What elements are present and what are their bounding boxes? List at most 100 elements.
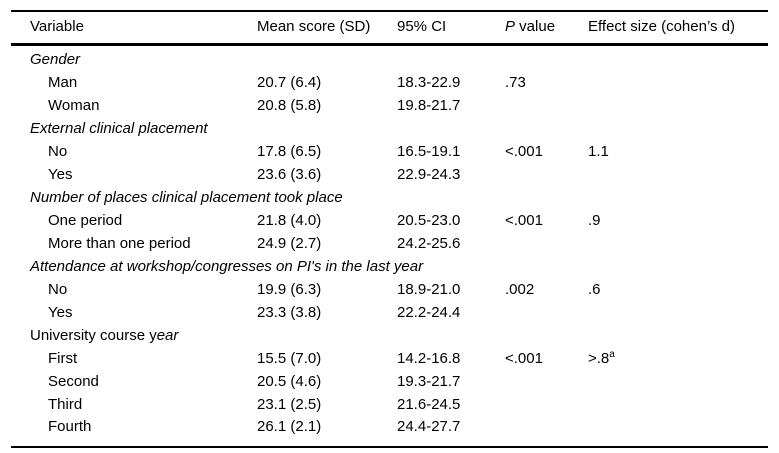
ci-cell: 18.3-22.9 xyxy=(397,73,461,91)
group-label: Gender xyxy=(11,45,768,71)
table-row-more-than-one-period: More than one period 24.9 (2.7) 24.2-25.… xyxy=(11,232,768,255)
mean-sd-cell: 15.5 (7.0) xyxy=(257,349,322,367)
col-header-effect-size: Effect size (cohen’s d) xyxy=(588,11,768,46)
mean-sd-cell: 20.7 (6.4) xyxy=(257,73,322,91)
group-header-gender: Gender xyxy=(11,45,768,71)
group-label-italic: Number of places clinical placement took… xyxy=(30,188,343,206)
col-header-p-value: P value xyxy=(505,11,588,46)
group-header-university-course-year: University course year xyxy=(11,324,768,347)
mean-sd-cell: 23.1 (2.5) xyxy=(257,395,322,413)
ci-cell: 16.5-19.1 xyxy=(397,142,461,160)
col-header-ci: 95% CI xyxy=(397,11,505,46)
table-row-third-year: Third 23.1 (2.5) 21.6-24.5 xyxy=(11,393,768,416)
effect-size-value: >.8 xyxy=(588,349,610,367)
p-value-cell xyxy=(505,416,588,447)
table-row-first-year: First 15.5 (7.0) 14.2-16.8 <.001 >.8a xyxy=(11,347,768,370)
group-header-external-clinical-placement: External clinical placement xyxy=(11,117,768,140)
p-header-rest: value xyxy=(515,18,556,35)
effect-size-cell xyxy=(588,416,768,447)
effect-size-cell xyxy=(588,301,768,324)
p-value-cell: <.001 xyxy=(505,349,543,367)
header-row: Variable Mean score (SD) 95% CI P value … xyxy=(11,11,768,46)
col-header-mean-sd: Mean score (SD) xyxy=(257,11,397,46)
effect-size-cell xyxy=(588,232,768,255)
variable-cell: Third xyxy=(48,395,83,413)
variable-cell: One period xyxy=(48,211,123,229)
variable-cell: Fourth xyxy=(48,418,92,435)
table-row-man: Man 20.7 (6.4) 18.3-22.9 .73 xyxy=(11,71,768,94)
table-row-attendance-no: No 19.9 (6.3) 18.9-21.0 .002 .6 xyxy=(11,278,768,301)
mean-sd-cell: 21.8 (4.0) xyxy=(257,211,322,229)
effect-size-cell xyxy=(588,94,768,117)
effect-size-cell: >.8a xyxy=(588,347,768,370)
table-row-fourth-year: Fourth 26.1 (2.1) 24.4-27.7 xyxy=(11,416,768,447)
effect-size-value: .9 xyxy=(588,211,601,229)
p-value-cell xyxy=(505,94,588,117)
p-value-cell: <.001 xyxy=(505,142,543,160)
effect-size-value: .6 xyxy=(588,280,601,298)
p-value-cell xyxy=(505,232,588,255)
ci-cell: 24.2-25.6 xyxy=(397,234,461,252)
effect-size-cell: 1.1 xyxy=(588,140,768,163)
p-value-cell: .73 xyxy=(505,73,526,91)
mean-sd-cell: 24.9 (2.7) xyxy=(257,234,322,252)
effect-size-value: 1.1 xyxy=(588,142,609,160)
statistics-table: Variable Mean score (SD) 95% CI P value … xyxy=(11,10,768,448)
ci-cell: 14.2-16.8 xyxy=(397,349,461,367)
p-value-cell xyxy=(505,370,588,393)
p-value-cell: .002 xyxy=(505,280,535,298)
group-header-number-of-places: Number of places clinical placement took… xyxy=(11,186,768,209)
effect-size-cell xyxy=(588,163,768,186)
ci-cell: 19.8-21.7 xyxy=(397,96,461,114)
p-value-cell xyxy=(505,393,588,416)
group-label-italic: ear xyxy=(156,326,179,344)
group-label: Attendance at workshop/congresses on PI'… xyxy=(11,255,768,278)
ci-cell: 18.9-21.0 xyxy=(397,280,461,298)
p-value-cell: <.001 xyxy=(505,211,543,229)
mean-sd-cell: 20.5 (4.6) xyxy=(257,372,322,390)
group-label-italic: External clinical placement xyxy=(30,119,208,137)
ci-cell: 22.9-24.3 xyxy=(397,165,461,183)
ci-cell: 19.3-21.7 xyxy=(397,372,461,390)
table-row-external-yes: Yes 23.6 (3.6) 22.9-24.3 xyxy=(11,163,768,186)
variable-cell: No xyxy=(48,142,68,160)
variable-cell: Yes xyxy=(48,165,73,183)
table-row-attendance-yes: Yes 23.3 (3.8) 22.2-24.4 xyxy=(11,301,768,324)
ci-cell: 24.4-27.7 xyxy=(397,418,461,435)
mean-sd-cell: 23.6 (3.6) xyxy=(257,165,322,183)
table-row-second-year: Second 20.5 (4.6) 19.3-21.7 xyxy=(11,370,768,393)
effect-size-cell: .6 xyxy=(588,278,768,301)
ci-cell: 22.2-24.4 xyxy=(397,303,461,321)
mean-sd-cell: 23.3 (3.8) xyxy=(257,303,322,321)
effect-size-cell xyxy=(588,71,768,94)
mean-sd-cell: 20.8 (5.8) xyxy=(257,96,322,114)
table-row-one-period: One period 21.8 (4.0) 20.5-23.0 <.001 .9 xyxy=(11,209,768,232)
group-label-regular: University course y xyxy=(30,326,157,344)
variable-cell: Second xyxy=(48,372,99,390)
variable-cell: First xyxy=(48,349,78,367)
group-header-attendance-workshops: Attendance at workshop/congresses on PI'… xyxy=(11,255,768,278)
col-header-variable: Variable xyxy=(11,11,257,46)
variable-cell: Man xyxy=(48,73,78,91)
variable-cell: Woman xyxy=(48,96,100,114)
effect-size-cell xyxy=(588,370,768,393)
mean-sd-cell: 19.9 (6.3) xyxy=(257,280,322,298)
variable-cell: Yes xyxy=(48,303,73,321)
group-label-italic: Gender xyxy=(30,51,81,69)
ci-cell: 21.6-24.5 xyxy=(397,395,461,413)
group-label: Number of places clinical placement took… xyxy=(11,186,768,209)
variable-cell: More than one period xyxy=(48,234,191,252)
p-value-cell xyxy=(505,301,588,324)
p-header-italic-part: P xyxy=(505,18,516,35)
p-value-cell xyxy=(505,163,588,186)
footnote-marker: a xyxy=(609,348,615,360)
mean-sd-cell: 26.1 (2.1) xyxy=(257,418,322,435)
group-label: External clinical placement xyxy=(11,117,768,140)
table-row-external-no: No 17.8 (6.5) 16.5-19.1 <.001 1.1 xyxy=(11,140,768,163)
ci-cell: 20.5-23.0 xyxy=(397,211,461,229)
group-label: University course year xyxy=(11,324,768,347)
effect-size-cell: .9 xyxy=(588,209,768,232)
table-row-woman: Woman 20.8 (5.8) 19.8-21.7 xyxy=(11,94,768,117)
group-label-italic: Attendance at workshop/congresses on PI'… xyxy=(30,257,424,275)
